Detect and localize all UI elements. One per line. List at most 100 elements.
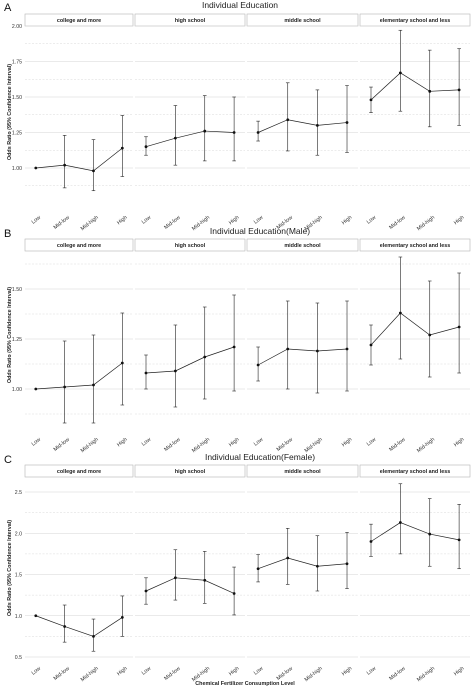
data-point <box>457 88 461 92</box>
x-tick-label: Low <box>366 666 378 677</box>
data-point <box>428 532 432 536</box>
facet-strip <box>134 238 246 252</box>
panel-label: B <box>4 228 11 240</box>
y-tick-label: 2.00 <box>12 24 22 30</box>
y-tick-label: 1.0 <box>15 614 22 620</box>
facet-strip-label: elementary school and less <box>380 469 450 475</box>
x-tick-label: High <box>341 666 353 678</box>
data-point <box>286 556 290 560</box>
x-tick-label: High <box>228 437 240 449</box>
y-tick-label: 1.25 <box>12 337 22 343</box>
y-tick-label: 1.25 <box>12 131 22 137</box>
facet-strip-label: middle school <box>284 469 321 475</box>
data-point <box>63 163 67 167</box>
data-point <box>369 98 373 102</box>
x-tick-label: High <box>228 215 240 227</box>
x-tick-label: Mid-low <box>163 215 181 231</box>
x-tick-label: Mid-low <box>276 437 294 453</box>
facet-strip <box>246 464 359 478</box>
x-tick-label: High <box>341 215 353 227</box>
x-tick-label: Low <box>141 215 153 226</box>
data-point <box>457 325 461 329</box>
facet-strip-label: high school <box>175 243 206 249</box>
data-point <box>173 576 177 580</box>
facet-1: college and more Low Mid-low Mid-high High <box>24 238 134 454</box>
data-point <box>203 129 207 133</box>
x-tick-label: Mid-low <box>276 666 294 682</box>
data-point <box>63 385 67 389</box>
panel-b: B Individual Education(Male) Odds Ratio … <box>4 226 310 383</box>
facet-4: elementary school and less Low Mid-low Mid-… <box>359 13 471 232</box>
panel-title: Individual Education(Female) <box>205 452 315 462</box>
facet-strip <box>359 238 471 252</box>
x-tick-label: Low <box>253 666 265 677</box>
series-line <box>370 72 460 101</box>
data-point <box>34 614 38 618</box>
data-point <box>315 564 319 568</box>
x-tick-label: Mid-high <box>304 215 324 232</box>
x-tick-label: High <box>116 666 128 678</box>
x-tick-label: Mid-low <box>53 666 71 682</box>
data-point <box>457 538 461 542</box>
x-tick-label: Low <box>366 437 378 448</box>
data-point <box>144 145 148 149</box>
x-tick-label: High <box>453 666 465 678</box>
series-line <box>370 312 460 346</box>
series-line <box>257 348 348 366</box>
y-tick-label: 2.5 <box>15 490 22 496</box>
facet-strip <box>246 238 359 252</box>
data-point <box>398 71 402 75</box>
data-point <box>92 169 95 173</box>
x-tick-label: Mid-low <box>388 215 406 231</box>
data-point <box>369 540 373 543</box>
chart-marks: 2.00 1.75 1.50 1.25 1.00 college and more Low M… <box>12 13 471 683</box>
facet-4: elementary school and less Low Mid-low Mid-… <box>359 238 471 454</box>
x-tick-label: Mid-low <box>53 437 71 453</box>
x-tick-label: Mid-low <box>163 666 181 682</box>
facet-strip-label: elementary school and less <box>380 18 450 24</box>
y-axis-label: Odds Ratio (95% Confidence Interval) <box>7 520 13 616</box>
data-point <box>203 355 207 359</box>
data-point <box>34 387 38 391</box>
data-point <box>256 363 260 367</box>
series-line <box>35 615 123 637</box>
series-line <box>145 130 235 148</box>
data-point <box>120 361 124 365</box>
panel-title: Individual Education <box>202 0 278 10</box>
x-tick-label: High <box>453 215 465 227</box>
series-line <box>35 362 123 390</box>
data-point <box>232 592 236 595</box>
facet-strip-label: college and more <box>57 243 101 249</box>
facet-strip-label: high school <box>175 469 206 475</box>
data-point <box>173 369 177 373</box>
x-tick-label: High <box>228 666 240 678</box>
facet-1: college and more Low Mid-low Mid-high High <box>24 464 134 683</box>
facet-strip-label: middle school <box>284 18 321 24</box>
series-line <box>145 577 235 594</box>
x-tick-label: Mid-high <box>80 666 100 683</box>
data-point <box>345 121 349 124</box>
facet-strip-label: elementary school and less <box>380 243 450 249</box>
y-tick-label: 1.00 <box>12 387 22 393</box>
data-point <box>120 616 124 619</box>
data-point <box>428 333 432 337</box>
y-axis-label: Odds Ratio (95% Confidence Interval) <box>7 64 13 160</box>
facet-strip <box>359 464 471 478</box>
data-point <box>92 383 95 387</box>
data-point <box>203 578 207 582</box>
facet-strip-label: college and more <box>57 18 101 24</box>
x-tick-label: High <box>116 437 128 449</box>
x-tick-label: Mid-low <box>388 666 406 682</box>
facet-strip <box>134 464 246 478</box>
series-line <box>370 522 460 542</box>
x-tick-label: Low <box>253 215 265 226</box>
data-point <box>345 347 349 351</box>
x-tick-label: Low <box>31 666 43 677</box>
data-point <box>428 89 432 93</box>
x-tick-label: Low <box>253 437 265 448</box>
